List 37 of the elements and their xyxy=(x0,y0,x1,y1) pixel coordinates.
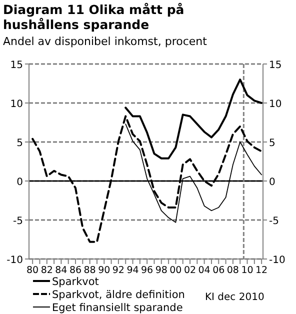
x-tick-label: 08 xyxy=(226,265,239,276)
x-tick-label: 86 xyxy=(69,265,82,276)
x-tick-label: 06 xyxy=(212,265,225,276)
chart-title: Diagram 11 Olika mått på hushållens sparande xyxy=(3,2,184,32)
y-tick-label: 15 xyxy=(10,60,23,71)
y2-tick-label: 10 xyxy=(269,99,282,110)
x-tick-label: 98 xyxy=(155,265,168,276)
y2-tick-label: 15 xyxy=(269,60,282,71)
y2-tick-label: -10 xyxy=(269,255,286,266)
x-tick-label: 00 xyxy=(170,265,182,276)
y2-tick-label: 0 xyxy=(269,177,276,188)
legend-label: Sparkvot, äldre definition xyxy=(52,289,185,301)
x-tick-label: 82 xyxy=(40,265,53,276)
line-series xyxy=(124,78,263,160)
x-tick-label: 96 xyxy=(141,265,154,276)
y2-tick-label: -5 xyxy=(269,216,279,227)
line-series xyxy=(32,115,263,243)
y-tick-label: 5 xyxy=(16,138,23,149)
legend-label: Eget finansiellt sparande xyxy=(52,302,183,314)
x-tick-label: 04 xyxy=(198,265,210,276)
x-tick-label: 12 xyxy=(256,265,268,276)
y-tick-label: -5 xyxy=(13,216,23,227)
x-tick-label: 88 xyxy=(84,265,96,276)
text: KI dec 2010 xyxy=(205,292,264,303)
x-tick-label: 92 xyxy=(112,265,124,276)
y-tick-label: 0 xyxy=(16,177,23,188)
y-tick-label: -10 xyxy=(6,255,23,266)
chart-subtitle: Andel av disponibel inkomst, procent xyxy=(3,35,208,48)
x-tick-label: 90 xyxy=(98,265,110,276)
y-tick-label: 10 xyxy=(10,99,23,110)
y2-tick-label: 5 xyxy=(269,138,276,149)
x-tick-label: 84 xyxy=(55,265,68,276)
x-tick-label: 02 xyxy=(184,265,196,276)
x-tick-label: 10 xyxy=(241,265,254,276)
x-tick-label: 80 xyxy=(26,265,39,276)
x-tick-label: 94 xyxy=(126,265,139,276)
legend-label: Sparkvot xyxy=(52,276,99,288)
